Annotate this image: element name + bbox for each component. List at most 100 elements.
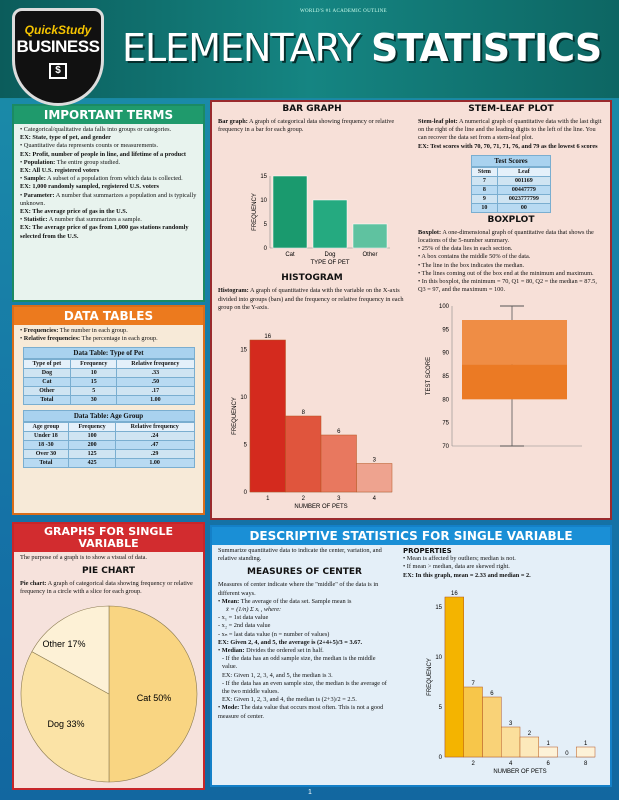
- measures-of-center-column: Summarize quantitative data to indicate …: [212, 545, 397, 723]
- pie-chart-definition: Pie chart: A graph of categorical data s…: [20, 580, 193, 596]
- table-row: Total 30 1.00: [22, 395, 195, 406]
- descriptive-statistics-panel: DESCRIPTIVE STATISTICS FOR SINGLE VARIAB…: [210, 525, 612, 787]
- properties-text: PROPERTIES • Mean is affected by outliers…: [403, 547, 531, 579]
- histogram-chart: 0 5 10 15 16 1 8 2 6 3 3 4 NUMBER OF PETS FREQUENCY: [232, 334, 393, 510]
- svg-text:Cat 50%: Cat 50%: [137, 693, 172, 703]
- svg-text:80: 80: [442, 398, 449, 404]
- quickstudy-badge: QuickStudy BUSINESS $: [12, 8, 104, 106]
- table-row: Cat 15.50: [22, 377, 195, 388]
- svg-text:85: 85: [442, 374, 449, 380]
- svg-text:3: 3: [509, 721, 513, 727]
- svg-text:Dog 33%: Dog 33%: [47, 719, 84, 729]
- svg-text:90: 90: [442, 351, 449, 357]
- bullet: • Relative frequencies: The percentage i…: [20, 335, 158, 343]
- stem-leaf-heading: STEM-LEAF PLOT: [468, 104, 554, 114]
- table-row: 7 001169: [471, 175, 552, 186]
- svg-text:95: 95: [442, 328, 449, 334]
- bar-graph-chart: 0 5 10 15 Cat Dog Other TYPE OF PET FREQUENCY: [252, 174, 390, 266]
- svg-text:3: 3: [337, 496, 341, 502]
- measures-of-center-text: Measures of center indicate where the "m…: [218, 581, 387, 720]
- table-row: Under 18 100.24: [22, 431, 195, 442]
- term-item: • Sample: A subset of a population from …: [20, 175, 183, 191]
- svg-text:6: 6: [546, 761, 550, 767]
- stem-leaf-definition: Stem-leaf plot: A numerical graph of qua…: [418, 118, 602, 150]
- test-scores-stem-leaf-table: Test Scores Stem Leaf 7 001169 8 00447779 9 0023…: [471, 154, 552, 213]
- svg-text:5: 5: [439, 705, 443, 711]
- svg-text:15: 15: [240, 348, 247, 354]
- terms-list: • Categorical/qualitative data falls int…: [14, 124, 203, 243]
- svg-text:8: 8: [584, 761, 588, 767]
- boxplot-chart: 70 75 80 85 90 95 100 TEST SCORE: [426, 304, 582, 450]
- svg-text:Other: Other: [362, 252, 377, 258]
- stem-box-column: STEM-LEAF PLOT Stem-leaf plot: A numeric…: [412, 102, 610, 461]
- pie-chart-heading: PIE CHART: [82, 566, 135, 577]
- histogram-heading: HISTOGRAM: [281, 273, 343, 284]
- panel-heading: IMPORTANT TERMS: [14, 106, 203, 124]
- term-item: • Quantitative data represents counts or…: [20, 142, 186, 158]
- svg-text:16: 16: [264, 334, 271, 340]
- svg-text:6: 6: [337, 429, 341, 435]
- type-of-pet-table: Data Table: Type of Pet Type of pet Freque…: [22, 347, 195, 406]
- important-terms-panel: IMPORTANT TERMS • Categorical/qualitativ…: [12, 104, 205, 302]
- svg-text:0: 0: [264, 246, 268, 252]
- svg-text:7: 7: [471, 681, 475, 687]
- table-row: Other 5.17: [22, 386, 195, 397]
- svg-text:Cat: Cat: [285, 252, 295, 258]
- table-row: Over 30 125.29: [22, 449, 195, 460]
- term-item: • Categorical/qualitative data falls int…: [20, 126, 172, 142]
- graphs-single-variable-panel: GRAPHS FOR SINGLE VARIABLE The purpose o…: [12, 522, 205, 790]
- svg-text:0: 0: [439, 755, 443, 761]
- svg-text:10: 10: [260, 198, 267, 204]
- term-item: • Parameter: A number that summarizes a …: [20, 191, 197, 216]
- svg-text:3: 3: [373, 458, 377, 464]
- boxplot-heading: BOXPLOT: [487, 214, 535, 225]
- svg-text:10: 10: [435, 655, 442, 661]
- svg-text:FREQUENCY: FREQUENCY: [232, 397, 238, 435]
- boxplot-definition: Boxplot: A one-dimensional graph of quan…: [418, 228, 597, 294]
- term-item: • Statistic: A number that summarizes a …: [20, 216, 189, 240]
- svg-text:5: 5: [264, 222, 268, 228]
- pie-chart: Cat 50% Dog 33% Other 17%: [20, 605, 198, 782]
- bar-histogram-column: BAR GRAPH Bar graph: A graph of categori…: [212, 102, 412, 517]
- svg-text:FREQUENCY: FREQUENCY: [427, 658, 433, 696]
- graphs-panel: BAR GRAPH Bar graph: A graph of categori…: [210, 100, 612, 520]
- properties-column: PROPERTIES • Mean is affected by outliers…: [397, 545, 610, 785]
- svg-text:1: 1: [266, 496, 270, 502]
- bullet: • Frequencies: The number in each group.: [20, 327, 128, 334]
- svg-text:2: 2: [528, 731, 532, 737]
- data-tables-bullets: • Frequencies: The number in each group.…: [14, 325, 203, 345]
- svg-text:1: 1: [584, 741, 588, 747]
- svg-text:2: 2: [302, 496, 306, 502]
- svg-text:15: 15: [260, 174, 267, 180]
- svg-text:NUMBER OF PETS: NUMBER OF PETS: [493, 769, 546, 775]
- descriptive-intro: Summarize quantitative data to indicate …: [218, 547, 382, 563]
- table-row: 18 -30 200.47: [22, 440, 195, 451]
- bar-graph-heading: BAR GRAPH: [282, 104, 342, 114]
- svg-text:70: 70: [442, 444, 449, 450]
- dollar-screen-icon: $: [49, 63, 67, 79]
- age-group-table: Data Table: Age Group Age group Frequency R…: [22, 410, 195, 469]
- svg-text:4: 4: [509, 761, 513, 767]
- svg-text:2: 2: [471, 761, 475, 767]
- svg-text:Dog: Dog: [324, 252, 335, 258]
- panel-heading: DATA TABLES: [14, 307, 203, 325]
- svg-text:1: 1: [546, 741, 550, 747]
- svg-text:100: 100: [439, 304, 450, 310]
- svg-text:16: 16: [451, 591, 458, 597]
- graphs-intro: The purpose of a graph is to show a visu…: [20, 554, 147, 561]
- svg-text:NUMBER OF PETS: NUMBER OF PETS: [294, 504, 347, 510]
- svg-text:75: 75: [442, 421, 449, 427]
- svg-text:8: 8: [302, 410, 306, 416]
- svg-text:10: 10: [240, 395, 247, 401]
- table-row: Dog 10.33: [22, 368, 195, 379]
- table-row: 9 0023777799: [471, 193, 552, 204]
- svg-text:15: 15: [435, 605, 442, 611]
- data-tables-panel: DATA TABLES • Frequencies: The number in…: [12, 305, 205, 515]
- badge-brand: QuickStudy: [24, 23, 92, 37]
- svg-text:6: 6: [490, 691, 494, 697]
- svg-text:0: 0: [565, 751, 569, 757]
- svg-text:Other 17%: Other 17%: [42, 639, 85, 649]
- svg-text:TYPE OF PET: TYPE OF PET: [310, 260, 349, 266]
- svg-text:4: 4: [373, 496, 377, 502]
